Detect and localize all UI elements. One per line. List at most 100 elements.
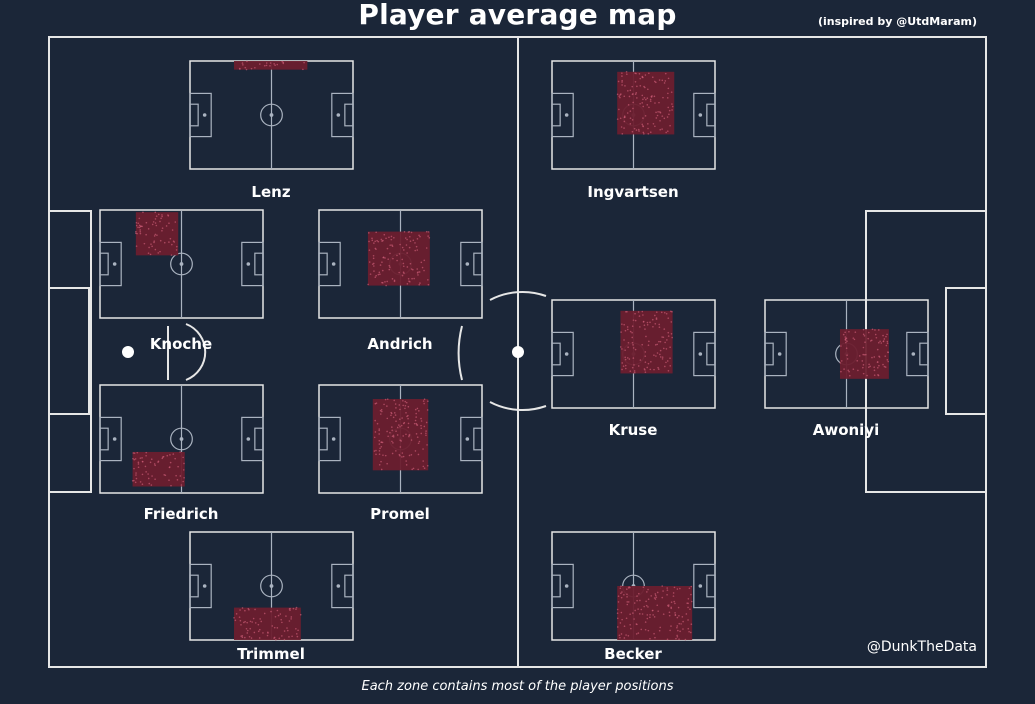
- position-dot: [652, 325, 654, 328]
- position-dot: [619, 622, 622, 624]
- position-dot: [840, 370, 842, 373]
- position-dot: [661, 336, 663, 338]
- position-dot: [689, 608, 691, 611]
- mini-left-spot: [564, 113, 569, 117]
- position-dot: [407, 405, 410, 408]
- position-dot: [257, 630, 260, 633]
- position-dot: [412, 268, 414, 271]
- mini-right-spot: [465, 437, 470, 441]
- position-dot: [635, 129, 638, 131]
- position-dot: [642, 131, 645, 134]
- position-zone-kruse: [620, 310, 673, 374]
- position-dot: [147, 228, 150, 230]
- position-dot: [131, 479, 134, 482]
- position-dot: [168, 241, 170, 243]
- position-dot: [135, 474, 137, 476]
- position-dot: [646, 614, 649, 616]
- position-dot: [671, 105, 674, 108]
- position-dot: [844, 339, 847, 341]
- position-dot: [641, 343, 644, 346]
- position-dot: [238, 616, 241, 618]
- position-dot: [621, 84, 623, 86]
- position-dot: [404, 404, 407, 407]
- position-dot: [622, 365, 625, 367]
- position-dot: [659, 340, 662, 343]
- position-dot: [153, 235, 156, 237]
- position-dot: [641, 76, 644, 78]
- mini-left-six: [99, 427, 109, 451]
- position-dot: [658, 326, 661, 328]
- position-dot: [410, 231, 413, 234]
- position-dot: [858, 355, 861, 357]
- position-dot: [150, 243, 152, 245]
- position-dot: [639, 77, 642, 80]
- footnote: Each zone contains most of the player po…: [361, 679, 674, 694]
- position-dot: [405, 464, 408, 466]
- position-dot: [646, 366, 649, 369]
- position-dot: [147, 477, 150, 480]
- position-dot: [634, 80, 637, 83]
- player-label-knoche: Knoche: [149, 335, 213, 353]
- position-dot: [636, 595, 638, 597]
- player-label-trimmel: Trimmel: [237, 645, 305, 663]
- inspired-by-note: (inspired by @UtdMaram): [817, 15, 977, 28]
- position-dot: [295, 606, 298, 609]
- position-dot: [853, 338, 856, 341]
- position-dot: [244, 636, 246, 639]
- position-dot: [399, 446, 402, 448]
- position-dot: [663, 328, 666, 330]
- position-dot: [402, 422, 405, 425]
- position-dot: [667, 77, 670, 80]
- position-dot: [288, 636, 290, 638]
- position-dot: [418, 440, 421, 443]
- position-dot: [389, 244, 392, 246]
- position-dot: [162, 456, 164, 458]
- mini-right-spot: [336, 113, 341, 117]
- position-dot: [161, 214, 163, 216]
- right-six-yard-box: [945, 287, 986, 415]
- position-dot: [659, 349, 662, 352]
- position-dot: [139, 229, 141, 231]
- position-dot: [138, 226, 141, 229]
- position-dot: [135, 232, 137, 235]
- position-dot: [658, 340, 660, 343]
- position-dot: [391, 278, 394, 280]
- position-dot: [369, 273, 372, 275]
- position-dot: [145, 471, 147, 473]
- position-dot: [647, 123, 649, 125]
- position-dot: [385, 284, 387, 287]
- position-dot: [887, 351, 889, 354]
- position-dot: [282, 62, 285, 65]
- position-dot: [656, 604, 659, 607]
- position-dot: [636, 599, 638, 602]
- position-dot: [625, 617, 628, 620]
- position-dot: [621, 81, 623, 83]
- position-dot: [624, 358, 627, 361]
- position-dot: [643, 133, 645, 135]
- position-dot: [399, 408, 401, 411]
- position-dot: [426, 409, 429, 411]
- position-dot: [393, 399, 396, 402]
- position-dot: [170, 484, 172, 487]
- position-dot: [666, 130, 669, 132]
- position-dot: [862, 346, 865, 349]
- position-dot: [653, 80, 656, 83]
- position-dot: [275, 638, 277, 641]
- position-dot: [176, 479, 179, 481]
- position-dot: [276, 609, 279, 612]
- position-dot: [253, 631, 256, 634]
- position-dot: [143, 242, 146, 245]
- mini-right-spot: [911, 352, 916, 356]
- position-dot: [395, 407, 397, 409]
- mini-left-six: [189, 574, 199, 598]
- mini-right-spot: [246, 262, 251, 266]
- position-dot: [670, 601, 673, 604]
- position-dot: [620, 633, 623, 635]
- position-dot: [180, 484, 183, 486]
- position-dot: [671, 109, 673, 111]
- position-dot: [664, 80, 667, 82]
- position-dot: [175, 245, 178, 248]
- position-dot: [629, 123, 632, 125]
- position-dot: [886, 333, 888, 336]
